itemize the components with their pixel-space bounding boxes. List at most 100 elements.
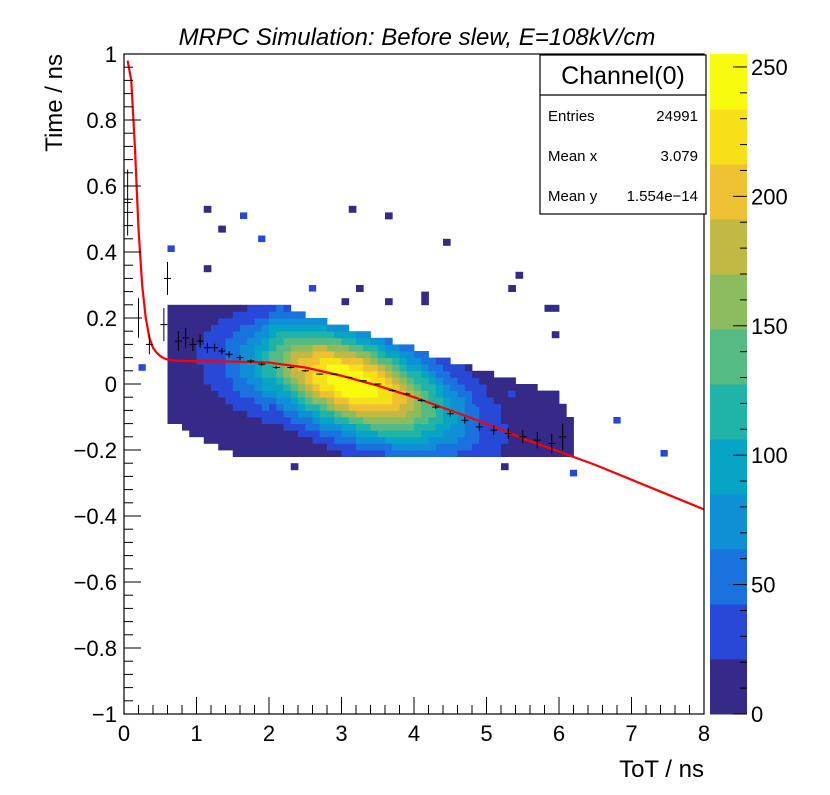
heatmap-bin [261, 331, 270, 339]
heatmap-bin [218, 397, 226, 405]
chart-title: MRPC Simulation: Before slew, E=108kV/cm [179, 24, 656, 51]
heatmap-bin [515, 390, 524, 398]
heatmap-bin [261, 364, 270, 372]
heatmap-bin [341, 324, 350, 332]
heatmap-bin [254, 397, 263, 405]
heatmap-bin [414, 377, 422, 385]
heatmap-bin [261, 318, 270, 325]
heatmap-bin [167, 351, 176, 358]
y-tick-label: 1 [105, 42, 117, 67]
heatmap-bin [363, 337, 371, 345]
heatmap-bin [421, 450, 429, 457]
heatmap-bin [566, 443, 574, 451]
heatmap-bin [182, 351, 190, 358]
heatmap-bin [290, 370, 299, 378]
heatmap-bin [269, 331, 277, 339]
heatmap-bin [385, 337, 393, 345]
heatmap-bin [261, 423, 270, 431]
heatmap-bin [377, 443, 386, 451]
heatmap-bin [479, 430, 487, 438]
heatmap-bin [312, 384, 321, 391]
heatmap-bin [457, 377, 466, 385]
heatmap-bin [254, 337, 263, 345]
heatmap-bin [312, 377, 321, 385]
heatmap-bin [421, 423, 429, 431]
heatmap-bin [544, 436, 553, 444]
heatmap-bin [399, 423, 408, 431]
heatmap-bin [269, 417, 277, 424]
heatmap-bin [283, 423, 292, 431]
heatmap-bin [327, 364, 335, 372]
heatmap-bin [196, 377, 205, 385]
heatmap-bin [211, 430, 219, 438]
heatmap-bin [414, 417, 422, 424]
heatmap-bin [443, 384, 451, 391]
heatmap-bin [182, 344, 190, 352]
heatmap-bin [334, 344, 342, 352]
heatmap-bin [305, 331, 313, 339]
heatmap-bin [276, 430, 284, 438]
heatmap-bin [464, 436, 473, 444]
heatmap-bin [544, 423, 553, 431]
heatmap-bin [218, 430, 226, 438]
heatmap-bin [348, 377, 357, 385]
heatmap-bin [254, 331, 263, 339]
heatmap-bin [348, 430, 357, 438]
heatmap-bin [341, 436, 350, 444]
heatmap-bin [218, 318, 226, 325]
heatmap-bin [203, 410, 212, 418]
heatmap-bin [276, 377, 284, 385]
heatmap-bin [261, 436, 270, 444]
heatmap-bin [247, 384, 255, 391]
x-tick-label: 3 [335, 721, 347, 746]
heatmap-bin [319, 443, 328, 451]
heatmap-bin [370, 377, 379, 385]
heatmap-bin [298, 430, 306, 438]
heatmap-bin [348, 364, 357, 372]
heatmap-bin [269, 318, 277, 325]
heatmap-bin [283, 417, 292, 424]
heatmap-bin [174, 311, 183, 319]
heatmap-bin [319, 417, 328, 424]
heatmap-bin [211, 304, 219, 312]
heatmap-bin [493, 443, 502, 451]
colorbar-segment [710, 191, 747, 220]
heatmap-bin [240, 384, 248, 391]
heatmap-bin [356, 344, 364, 352]
heatmap-bin [196, 304, 205, 312]
heatmap-bin [327, 331, 335, 339]
heatmap-bin [327, 423, 335, 431]
heatmap-bin [225, 430, 234, 438]
profile-point [164, 261, 171, 295]
heatmap-bin [182, 410, 190, 418]
heatmap-bin [457, 403, 466, 411]
heatmap-bin [537, 436, 545, 444]
heatmap-bin [290, 390, 299, 398]
heatmap-bin [240, 331, 248, 339]
heatmap-bin [189, 384, 197, 391]
heatmap-bin [537, 443, 545, 451]
heatmap-bin [182, 377, 190, 385]
heatmap-bin [261, 357, 270, 365]
heatmap-bin [174, 324, 183, 332]
heatmap-bin [479, 423, 487, 431]
heatmap-bin [450, 423, 458, 431]
heatmap-bin [290, 403, 299, 411]
heatmap-bin [218, 423, 226, 431]
heatmap-bin [203, 423, 212, 431]
heatmap-bin [435, 357, 444, 365]
heatmap-bin [348, 384, 357, 391]
heatmap-bin [240, 390, 248, 398]
heatmap-bin [254, 377, 263, 385]
stats-mean-x-label: Mean x [548, 148, 598, 165]
heatmap-bin [218, 403, 226, 411]
heatmap-bin [537, 423, 545, 431]
heatmap-bin [298, 337, 306, 345]
heatmap-bin [254, 318, 263, 325]
heatmap-bin [341, 384, 350, 391]
heatmap-bin [472, 450, 480, 457]
heatmap-bin [493, 397, 502, 405]
heatmap-bin [305, 403, 313, 411]
heatmap-bin [167, 390, 176, 398]
heatmap-bin [283, 390, 292, 398]
